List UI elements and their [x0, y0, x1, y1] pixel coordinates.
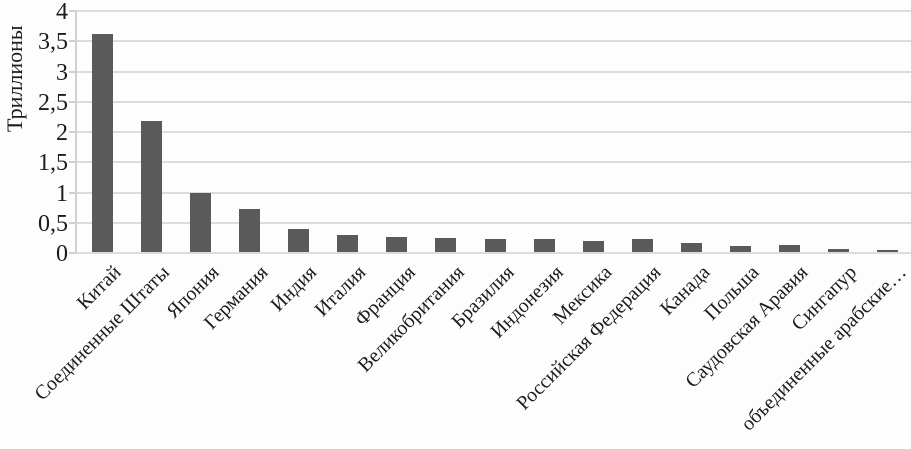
y-axis-tick-mark [69, 131, 75, 133]
y-tick-label: 0 [56, 241, 68, 267]
y-tick-label: 3,5 [38, 29, 68, 56]
bar [386, 237, 407, 252]
bar [877, 250, 898, 252]
bar [779, 245, 800, 252]
gridline [75, 70, 911, 73]
y-tick-label: 4 [56, 0, 68, 25]
gridline [75, 221, 911, 224]
y-axis-tick-mark [69, 70, 75, 73]
gridline [75, 131, 911, 133]
bar [141, 121, 162, 252]
y-axis-tick-mark [69, 40, 75, 43]
y-axis-tick-mark [69, 100, 75, 103]
y-axis-title: Триллионы [2, 25, 27, 132]
y-tick-label: 2 [56, 120, 68, 146]
y-tick-label: 1 [56, 180, 68, 207]
bar [828, 249, 849, 252]
bar [288, 229, 309, 252]
bar [534, 239, 555, 252]
bar [239, 209, 260, 252]
y-tick-label: 3 [56, 59, 68, 86]
bar [190, 193, 211, 252]
y-tick-label: 0,5 [38, 210, 68, 237]
gridline [75, 40, 911, 43]
y-axis-tick-mark [69, 161, 75, 164]
bar [92, 34, 113, 252]
gridline [75, 252, 911, 254]
bar [632, 239, 653, 252]
gridline [75, 100, 911, 103]
bar [681, 243, 702, 252]
bar [435, 238, 456, 252]
y-tick-label: 1,5 [38, 150, 68, 177]
bar [583, 241, 604, 252]
bar [730, 246, 751, 252]
y-axis-tick-mark [69, 221, 75, 224]
bar [485, 239, 506, 252]
bar [337, 235, 358, 252]
gridline [75, 10, 911, 12]
y-axis-tick-mark [69, 252, 75, 254]
y-axis-tick-mark [69, 10, 75, 12]
y-axis-tick-mark [69, 191, 75, 194]
gridline [75, 191, 911, 194]
y-axis-line [75, 10, 77, 254]
y-tick-label: 2,5 [38, 89, 68, 116]
gridline [75, 161, 911, 164]
